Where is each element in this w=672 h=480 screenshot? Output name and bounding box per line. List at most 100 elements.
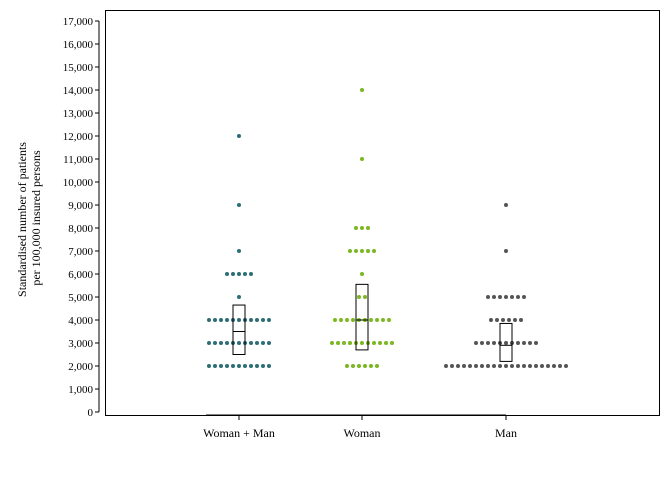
- data-point: [486, 295, 490, 299]
- data-point: [363, 295, 367, 299]
- data-point: [372, 249, 376, 253]
- data-point: [534, 364, 538, 368]
- data-point: [267, 341, 271, 345]
- data-point: [357, 295, 361, 299]
- data-point: [462, 364, 466, 368]
- data-point: [255, 341, 259, 345]
- data-point: [213, 341, 217, 345]
- y-tick-label: 12,000: [63, 131, 94, 143]
- data-point: [207, 364, 211, 368]
- x-axis-ticks: Woman + Man Woman Man: [203, 415, 517, 440]
- box-iqr: [355, 283, 369, 351]
- y-tick-label: 2,000: [68, 361, 93, 373]
- data-point: [474, 364, 478, 368]
- data-point: [243, 364, 247, 368]
- data-point: [492, 295, 496, 299]
- data-point: [225, 364, 229, 368]
- data-point: [360, 226, 364, 230]
- data-point: [390, 341, 394, 345]
- data-point: [360, 88, 364, 92]
- x-category-label: Woman: [343, 426, 380, 440]
- box-markers: [232, 283, 513, 362]
- data-point: [261, 318, 265, 322]
- data-point: [372, 341, 376, 345]
- data-point: [495, 318, 499, 322]
- y-tick-label: 5,000: [68, 292, 93, 304]
- data-point: [444, 364, 448, 368]
- data-point: [231, 272, 235, 276]
- data-point: [360, 272, 364, 276]
- data-point: [237, 318, 241, 322]
- data-point: [360, 249, 364, 253]
- x-category-label: Woman + Man: [203, 426, 275, 440]
- data-point: [486, 364, 490, 368]
- data-point: [339, 318, 343, 322]
- data-point: [237, 295, 241, 299]
- data-point: [528, 341, 532, 345]
- data-point: [501, 318, 505, 322]
- data-point: [249, 318, 253, 322]
- data-point: [375, 318, 379, 322]
- data-point: [480, 341, 484, 345]
- y-tick-label: 3,000: [68, 338, 93, 350]
- data-point: [504, 364, 508, 368]
- data-point: [510, 295, 514, 299]
- data-point: [366, 226, 370, 230]
- data-point: [249, 272, 253, 276]
- data-point: [213, 364, 217, 368]
- data-point: [492, 341, 496, 345]
- y-tick-label: 8,000: [68, 223, 93, 235]
- data-point: [468, 364, 472, 368]
- data-point: [546, 364, 550, 368]
- data-point: [369, 364, 373, 368]
- data-point: [516, 341, 520, 345]
- data-point: [249, 341, 253, 345]
- data-point: [255, 364, 259, 368]
- data-point: [387, 318, 391, 322]
- data-point: [345, 364, 349, 368]
- y-axis-title: Standardised number of patients per 100,…: [15, 139, 43, 297]
- data-point: [237, 341, 241, 345]
- data-point: [504, 341, 508, 345]
- data-point: [219, 364, 223, 368]
- data-point: [564, 364, 568, 368]
- data-point: [489, 318, 493, 322]
- y-tick-label: 11,000: [63, 154, 93, 166]
- y-tick-label: 15,000: [63, 62, 94, 74]
- data-point: [249, 364, 253, 368]
- data-point: [345, 318, 349, 322]
- data-point: [348, 249, 352, 253]
- data-point: [261, 364, 265, 368]
- data-point: [342, 341, 346, 345]
- data-point: [237, 364, 241, 368]
- y-tick-label: 9,000: [68, 200, 93, 212]
- data-point: [231, 364, 235, 368]
- data-point: [369, 318, 373, 322]
- data-point: [225, 272, 229, 276]
- data-point: [378, 341, 382, 345]
- y-tick-label: 16,000: [63, 39, 94, 51]
- data-point: [360, 157, 364, 161]
- data-point: [219, 318, 223, 322]
- data-point: [225, 341, 229, 345]
- x-category-label: Man: [495, 426, 517, 440]
- data-point: [207, 341, 211, 345]
- data-point: [237, 203, 241, 207]
- y-tick-label: 10,000: [63, 177, 94, 189]
- data-point: [381, 318, 385, 322]
- data-point: [507, 318, 511, 322]
- data-point: [519, 318, 523, 322]
- data-point: [492, 364, 496, 368]
- data-point: [534, 341, 538, 345]
- data-point: [366, 249, 370, 253]
- data-point: [558, 364, 562, 368]
- y-axis-title-line-1: Standardised number of patients: [15, 142, 29, 297]
- data-point: [504, 203, 508, 207]
- data-point: [354, 249, 358, 253]
- data-point: [357, 364, 361, 368]
- data-point: [522, 341, 526, 345]
- data-point: [522, 295, 526, 299]
- data-point: [540, 364, 544, 368]
- data-point: [243, 272, 247, 276]
- y-tick-label: 13,000: [63, 108, 94, 120]
